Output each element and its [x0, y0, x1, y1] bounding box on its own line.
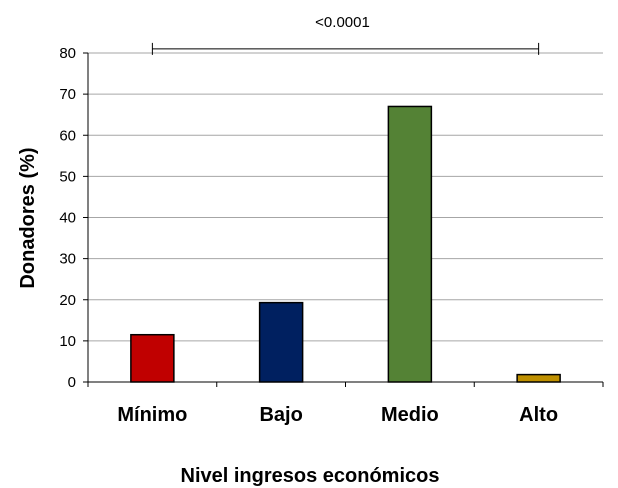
y-tick-label: 70 [59, 86, 76, 103]
y-tick-label: 60 [59, 127, 76, 144]
y-ticks: 0 10 20 30 40 50 60 70 80 [59, 45, 88, 391]
x-axis-title: Nivel ingresos económicos [181, 465, 440, 487]
bars [130, 105, 561, 383]
y-tick-label: 0 [68, 374, 76, 391]
x-tick-label: Alto [519, 404, 558, 426]
y-axis-title: Donadores (%) [17, 147, 39, 288]
x-tick-label: Bajo [259, 404, 302, 426]
bar-alto [516, 373, 561, 383]
y-tick-label: 80 [59, 45, 76, 62]
y-tick-label: 30 [59, 251, 76, 268]
y-tick-label: 20 [59, 292, 76, 309]
bar-medio [387, 105, 433, 383]
bar-minimo [130, 333, 175, 383]
x-tick-label: Mínimo [117, 404, 187, 426]
p-value-label: <0.0001 [315, 14, 370, 31]
gridlines [88, 52, 603, 342]
significance-bracket: <0.0001 [151, 14, 540, 55]
y-tick-label: 40 [59, 210, 76, 227]
y-tick-label: 50 [59, 168, 76, 185]
x-tick-label: Medio [381, 404, 439, 426]
x-ticks: Mínimo Bajo Medio Alto [87, 382, 604, 426]
y-tick-label: 10 [59, 333, 76, 350]
bar-bajo [258, 301, 304, 383]
